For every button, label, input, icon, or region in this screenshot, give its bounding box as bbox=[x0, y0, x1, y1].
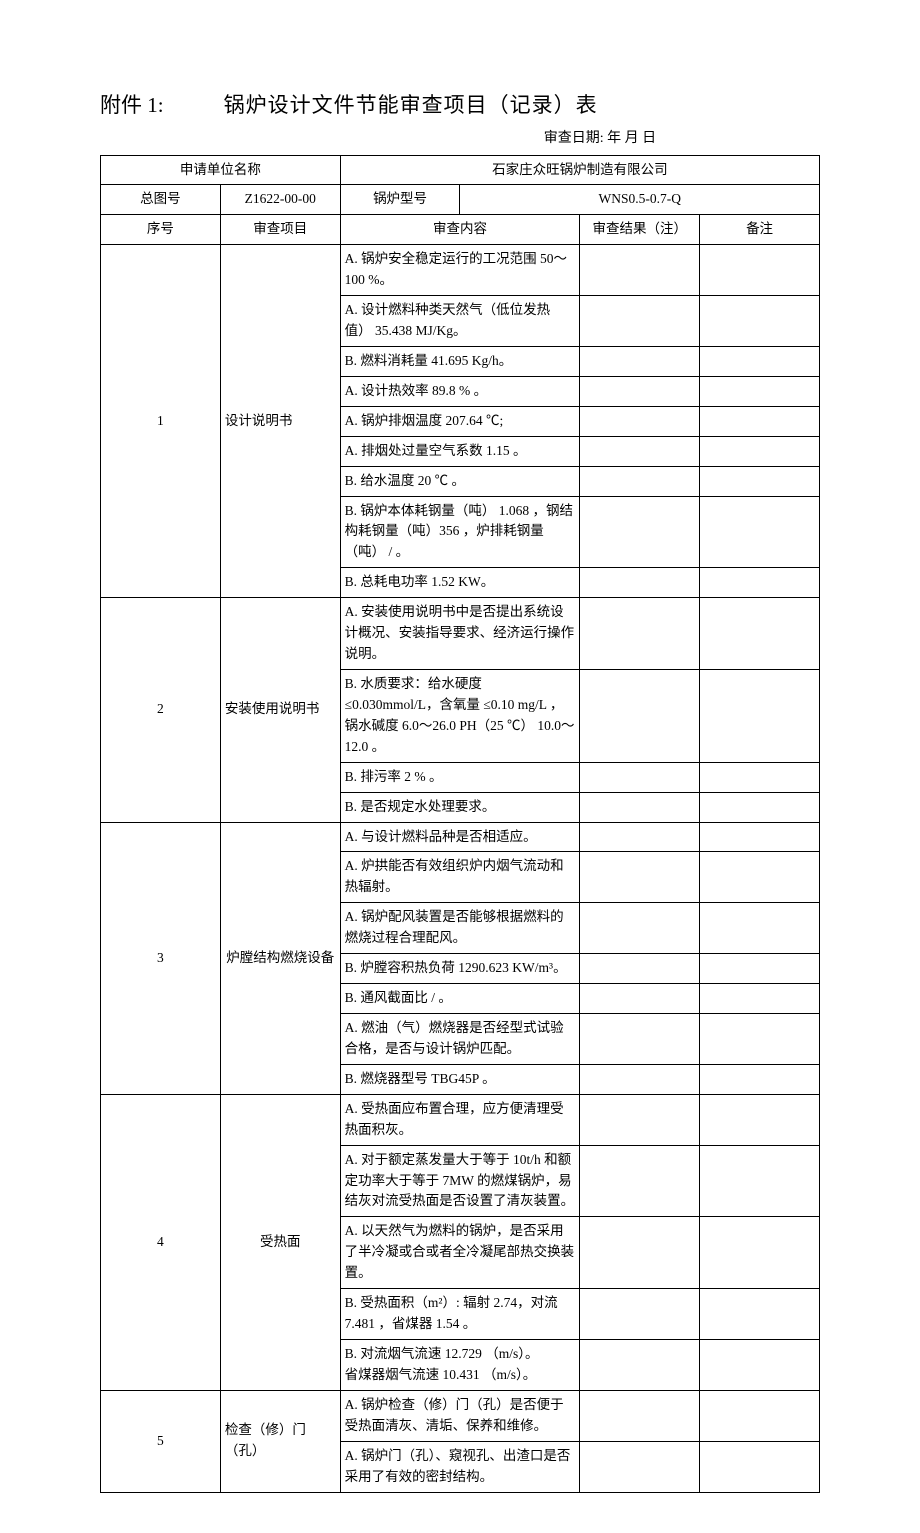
row2-c0: A. 安装使用说明书中是否提出系统设计概况、安装指导要求、经济运行操作说明。 bbox=[340, 598, 580, 670]
row1-c1: A. 设计燃料种类天然气（低位发热值） 35.438 MJ/Kg。 bbox=[340, 296, 580, 347]
model-value: WNS0.5-0.7-Q bbox=[460, 185, 820, 215]
row2-c1: B. 水质要求：给水硬度≤0.030mmol/L，含氧量 ≤0.10 mg/L … bbox=[340, 670, 580, 763]
col-item: 审查项目 bbox=[220, 215, 340, 245]
row5-item: 检查（修）门（孔） bbox=[220, 1390, 340, 1492]
row3-c6: B. 燃烧器型号 TBG45P 。 bbox=[340, 1064, 580, 1094]
row5-no: 5 bbox=[101, 1390, 221, 1492]
row4-c4: B. 对流烟气流速 12.729 （m/s）。 省煤器烟气流速 10.431 （… bbox=[340, 1339, 580, 1390]
drawing-no-label: 总图号 bbox=[101, 185, 221, 215]
row3-c0: A. 与设计燃料品种是否相适应。 bbox=[340, 822, 580, 852]
row4-no: 4 bbox=[101, 1094, 221, 1390]
row1-c7: B. 锅炉本体耗钢量（吨） 1.068 ，钢结构耗钢量（吨）356 ，炉排耗钢量… bbox=[340, 496, 580, 568]
row1-c4: A. 锅炉排烟温度 207.64 ℃; bbox=[340, 406, 580, 436]
col-content: 审查内容 bbox=[340, 215, 580, 245]
row1-c8: B. 总耗电功率 1.52 KW。 bbox=[340, 568, 580, 598]
page-title: 锅炉设计文件节能审查项目（记录）表 bbox=[224, 90, 598, 122]
row3-c5: A. 燃油（气）燃烧器是否经型式试验合格，是否与设计锅炉匹配。 bbox=[340, 1014, 580, 1065]
row1-n0 bbox=[700, 245, 820, 296]
col-no: 序号 bbox=[101, 215, 221, 245]
row2-c2: B. 排污率 2 % 。 bbox=[340, 762, 580, 792]
review-date: 审查日期: 年 月 日 bbox=[100, 128, 820, 149]
row1-r0 bbox=[580, 245, 700, 296]
attachment-label: 附件 1: bbox=[100, 90, 164, 122]
row1-c2: B. 燃料消耗量 41.695 Kg/h。 bbox=[340, 346, 580, 376]
row3-item: 炉膛结构燃烧设备 bbox=[220, 822, 340, 1094]
applicant-label: 申请单位名称 bbox=[101, 155, 341, 185]
row3-c2: A. 锅炉配风装置是否能够根据燃料的燃烧过程合理配风。 bbox=[340, 903, 580, 954]
row3-no: 3 bbox=[101, 822, 221, 1094]
row3-c3: B. 炉膛容积热负荷 1290.623 KW/m³。 bbox=[340, 954, 580, 984]
row1-c3: A. 设计热效率 89.8 % 。 bbox=[340, 376, 580, 406]
row3-c4: B. 通风截面比 / 。 bbox=[340, 984, 580, 1014]
header: 附件 1: 锅炉设计文件节能审查项目（记录）表 bbox=[100, 90, 820, 122]
row1-c5: A. 排烟处过量空气系数 1.15 。 bbox=[340, 436, 580, 466]
review-table: 申请单位名称 石家庄众旺锅炉制造有限公司 总图号 Z1622-00-00 锅炉型… bbox=[100, 155, 820, 1493]
drawing-no-value: Z1622-00-00 bbox=[220, 185, 340, 215]
row4-c0: A. 受热面应布置合理，应方便清理受热面积灰。 bbox=[340, 1094, 580, 1145]
row2-no: 2 bbox=[101, 598, 221, 822]
row1-no: 1 bbox=[101, 245, 221, 598]
row3-c1: A. 炉拱能否有效组织炉内烟气流动和热辐射。 bbox=[340, 852, 580, 903]
applicant-value: 石家庄众旺锅炉制造有限公司 bbox=[340, 155, 819, 185]
row1-c0: A. 锅炉安全稳定运行的工况范围 50～100 %。 bbox=[340, 245, 580, 296]
row4-c2: A. 以天然气为燃料的锅炉，是否采用了半冷凝或合或者全冷凝尾部热交换装置。 bbox=[340, 1217, 580, 1289]
row4-item: 受热面 bbox=[220, 1094, 340, 1390]
row2-c3: B. 是否规定水处理要求。 bbox=[340, 792, 580, 822]
row5-c1: A. 锅炉门（孔）、窥视孔、出渣口是否采用了有效的密封结构。 bbox=[340, 1441, 580, 1492]
col-note: 备注 bbox=[700, 215, 820, 245]
row4-c3: B. 受热面积（m²）: 辐射 2.74，对流 7.481 ，省煤器 1.54 … bbox=[340, 1289, 580, 1340]
row1-c6: B. 给水温度 20 ℃ 。 bbox=[340, 466, 580, 496]
row4-c1: A. 对于额定蒸发量大于等于 10t/h 和额定功率大于等于 7MW 的燃煤锅炉… bbox=[340, 1145, 580, 1217]
row1-item: 设计说明书 bbox=[220, 245, 340, 598]
col-result: 审查结果（注） bbox=[580, 215, 700, 245]
row5-c0: A. 锅炉检查（修）门（孔）是否便于受热面清灰、清垢、保养和维修。 bbox=[340, 1390, 580, 1441]
row2-item: 安装使用说明书 bbox=[220, 598, 340, 822]
model-label: 锅炉型号 bbox=[340, 185, 460, 215]
